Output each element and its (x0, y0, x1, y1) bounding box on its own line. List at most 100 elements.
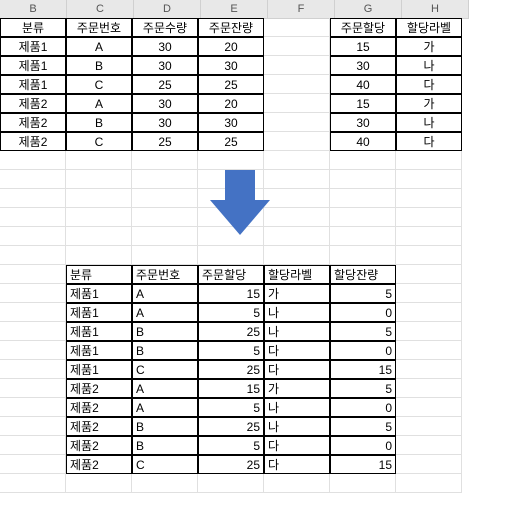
cell[interactable]: 제품1 (0, 75, 66, 94)
cell[interactable] (396, 455, 462, 474)
cell[interactable] (66, 151, 132, 170)
cell[interactable] (132, 227, 198, 246)
cell[interactable]: A (132, 398, 198, 417)
cell[interactable]: 할당잔량 (330, 265, 396, 284)
cell[interactable]: 30 (198, 56, 264, 75)
cell[interactable]: 15 (330, 455, 396, 474)
cell[interactable] (0, 455, 66, 474)
cell[interactable] (0, 284, 66, 303)
cell[interactable]: 25 (198, 75, 264, 94)
cell[interactable]: C (66, 75, 132, 94)
cell[interactable]: A (132, 303, 198, 322)
cell[interactable] (0, 227, 66, 246)
cell[interactable]: 제품2 (0, 94, 66, 113)
cell[interactable]: 25 (198, 417, 264, 436)
cell[interactable]: 0 (330, 436, 396, 455)
cell[interactable] (396, 303, 462, 322)
cell[interactable]: 25 (198, 455, 264, 474)
cell[interactable] (66, 246, 132, 265)
cell[interactable]: 5 (198, 303, 264, 322)
cell[interactable]: 0 (330, 341, 396, 360)
cell[interactable]: 5 (330, 417, 396, 436)
cell[interactable] (198, 474, 264, 493)
cell[interactable]: 나 (264, 417, 330, 436)
cell[interactable] (330, 208, 396, 227)
cell[interactable] (396, 474, 462, 493)
cell[interactable]: 25 (132, 75, 198, 94)
cell[interactable]: 제품2 (66, 417, 132, 436)
cell[interactable]: 제품2 (66, 379, 132, 398)
cell[interactable] (66, 208, 132, 227)
cell[interactable] (396, 246, 462, 265)
cell[interactable] (330, 189, 396, 208)
cell[interactable]: 할당라벨 (396, 18, 462, 37)
cell[interactable]: B (132, 322, 198, 341)
cell[interactable] (0, 322, 66, 341)
cell[interactable]: 다 (396, 75, 462, 94)
cell[interactable]: B (66, 56, 132, 75)
cell[interactable]: 주문잔량 (198, 18, 264, 37)
cell[interactable] (264, 132, 330, 151)
cell[interactable] (264, 37, 330, 56)
cell[interactable]: 제품2 (66, 455, 132, 474)
cell[interactable] (198, 246, 264, 265)
cell[interactable] (264, 75, 330, 94)
cell[interactable]: A (66, 94, 132, 113)
cell[interactable]: 다 (264, 436, 330, 455)
cell[interactable] (396, 398, 462, 417)
cell[interactable] (396, 227, 462, 246)
cell[interactable] (264, 170, 330, 189)
cell[interactable]: 다 (396, 132, 462, 151)
cell[interactable]: 25 (198, 322, 264, 341)
cell[interactable]: 30 (330, 56, 396, 75)
col-header-e[interactable]: E (201, 0, 268, 19)
cell[interactable]: 40 (330, 75, 396, 94)
cell[interactable]: 다 (264, 360, 330, 379)
cell[interactable] (66, 227, 132, 246)
cell[interactable]: 나 (264, 322, 330, 341)
col-header-c[interactable]: C (67, 0, 134, 19)
cell[interactable]: 15 (198, 284, 264, 303)
cell[interactable]: 15 (330, 37, 396, 56)
cell[interactable]: 15 (330, 94, 396, 113)
col-header-d[interactable]: D (134, 0, 201, 19)
cell[interactable] (264, 246, 330, 265)
cell[interactable] (132, 170, 198, 189)
cell[interactable]: 25 (198, 132, 264, 151)
cell[interactable] (0, 246, 66, 265)
cell[interactable]: 5 (330, 379, 396, 398)
cell[interactable]: B (132, 417, 198, 436)
cell[interactable] (396, 265, 462, 284)
cell[interactable] (132, 246, 198, 265)
cell[interactable] (0, 379, 66, 398)
cell[interactable]: 25 (198, 360, 264, 379)
cell[interactable] (264, 56, 330, 75)
cell[interactable] (264, 94, 330, 113)
cell[interactable] (0, 436, 66, 455)
cell[interactable]: 30 (330, 113, 396, 132)
cell[interactable]: 0 (330, 398, 396, 417)
cell[interactable] (264, 189, 330, 208)
cell[interactable] (330, 151, 396, 170)
cell[interactable]: 제품1 (66, 284, 132, 303)
cell[interactable] (396, 341, 462, 360)
cell[interactable] (0, 417, 66, 436)
cell[interactable]: A (132, 379, 198, 398)
cell[interactable] (396, 189, 462, 208)
cell[interactable]: B (132, 341, 198, 360)
cell[interactable]: 30 (132, 56, 198, 75)
cell[interactable] (0, 151, 66, 170)
cell[interactable]: B (66, 113, 132, 132)
cell[interactable]: 제품1 (0, 37, 66, 56)
cell[interactable]: 제품1 (0, 56, 66, 75)
cell[interactable]: C (132, 360, 198, 379)
cell[interactable]: 제품1 (66, 360, 132, 379)
cell[interactable]: 분류 (0, 18, 66, 37)
cell[interactable]: 20 (198, 94, 264, 113)
col-header-b[interactable]: B (0, 0, 67, 19)
cell[interactable]: 15 (330, 360, 396, 379)
cell[interactable] (330, 246, 396, 265)
cell[interactable]: 제품2 (0, 132, 66, 151)
cell[interactable]: 제품1 (66, 322, 132, 341)
cell[interactable]: 나 (396, 113, 462, 132)
